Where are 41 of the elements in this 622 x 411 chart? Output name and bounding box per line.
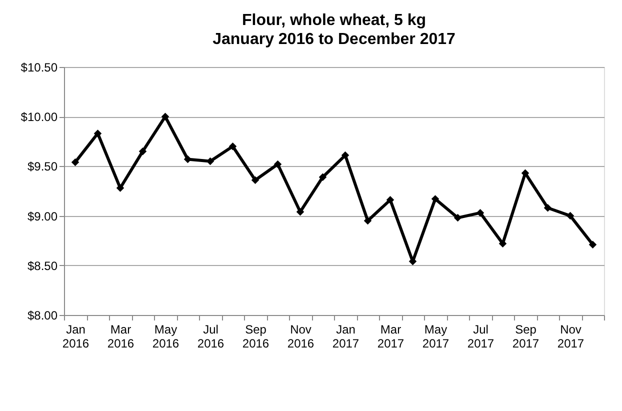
point (94, 130, 102, 138)
x-tick-label: Sep 2016 (242, 322, 270, 350)
point (228, 142, 237, 150)
x-tick-label: Nov 2016 (287, 322, 314, 350)
point (274, 160, 282, 168)
point (544, 204, 552, 212)
point (251, 176, 260, 184)
x-tick-label: May 2016 (152, 322, 180, 350)
y-tick-label: $10.00 (20, 110, 58, 124)
point (588, 240, 597, 248)
point (318, 173, 327, 181)
point (161, 112, 170, 120)
chart-title: Flour, whole wheat, 5 kg (242, 12, 426, 29)
point (498, 240, 507, 248)
x-tick-label: Mar 2016 (107, 322, 134, 350)
point (364, 216, 372, 225)
x-tick-label: Jul 2016 (197, 322, 224, 350)
point (341, 151, 350, 160)
x-tick-label: Nov 2017 (557, 322, 584, 350)
point (476, 208, 484, 217)
point (454, 214, 462, 222)
point (566, 212, 574, 220)
point (431, 195, 440, 203)
y-tick-label: $8.50 (27, 258, 58, 273)
x-tick-label: Sep 2017 (512, 322, 540, 350)
y-tick-label: $9.50 (27, 160, 58, 174)
x-tick-label: May 2017 (422, 322, 450, 350)
x-tick-label: Jan 2016 (62, 322, 90, 350)
x-tick-label: Mar 2017 (377, 322, 404, 350)
x-tick-label: Jan 2017 (332, 322, 360, 350)
point (296, 208, 304, 216)
y-tick-label: $8.00 (27, 308, 58, 322)
point (116, 184, 124, 192)
point (138, 147, 147, 156)
chart-subtitle: January 2016 to December 2017 (212, 31, 456, 48)
point (386, 196, 394, 204)
point (521, 169, 530, 178)
y-tick-label: $9.00 (27, 209, 58, 224)
point (71, 158, 80, 166)
x-tick-label: Jul 2017 (467, 322, 494, 350)
y-tick-label: $10.50 (20, 60, 58, 74)
